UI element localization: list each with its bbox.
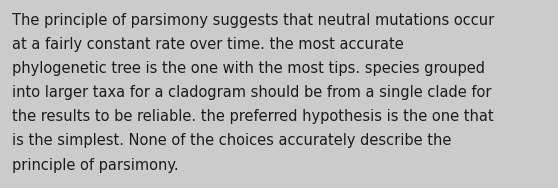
Text: principle of parsimony.: principle of parsimony. (12, 158, 179, 173)
Text: into larger taxa for a cladogram should be from a single clade for: into larger taxa for a cladogram should … (12, 85, 492, 100)
Text: The principle of parsimony suggests that neutral mutations occur: The principle of parsimony suggests that… (12, 13, 494, 28)
Text: at a fairly constant rate over time. the most accurate: at a fairly constant rate over time. the… (12, 37, 404, 52)
Text: phylogenetic tree is the one with the most tips. species grouped: phylogenetic tree is the one with the mo… (12, 61, 485, 76)
Text: the results to be reliable. the preferred hypothesis is the one that: the results to be reliable. the preferre… (12, 109, 494, 124)
Text: is the simplest. None of the choices accurately describe the: is the simplest. None of the choices acc… (12, 133, 451, 149)
